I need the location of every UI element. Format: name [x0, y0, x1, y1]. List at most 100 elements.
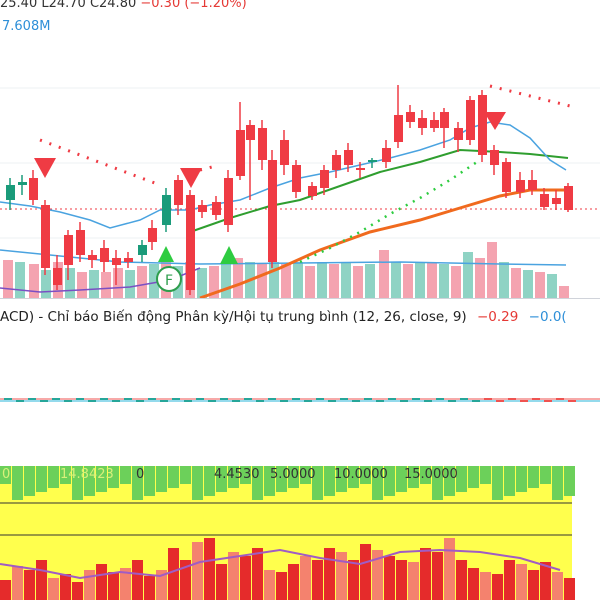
partial-label-2: 14.8423: [60, 467, 114, 482]
macd-bar: [220, 398, 228, 400]
top-bar: [12, 466, 23, 500]
trend-dots-green: [299, 158, 481, 264]
top-bar: [540, 466, 551, 484]
candle: [478, 95, 487, 155]
indicator-bar: [444, 538, 455, 600]
top-bar: [228, 466, 239, 488]
indicator-bar: [132, 560, 143, 600]
macd-bar: [304, 400, 312, 402]
indicator-bar: [516, 564, 527, 600]
macd-bar: [208, 400, 216, 402]
candle: [490, 150, 499, 165]
sell-signal-icon-3: [484, 112, 506, 130]
partial-label-3: 0: [136, 467, 144, 482]
volume-bar: [379, 250, 389, 298]
volume-bar: [15, 262, 25, 298]
indicator-bar: [180, 560, 191, 600]
macd-bar: [112, 400, 120, 402]
macd-bar: [184, 400, 192, 402]
indicator-bar: [540, 562, 551, 600]
macd-bar: [412, 398, 420, 400]
ohlc-values: 25.40 L24.70 C24.80: [0, 0, 137, 11]
indicator-bar: [240, 556, 251, 600]
indicator-bar: [48, 578, 59, 600]
volume-bar: [559, 286, 569, 298]
candle: [308, 186, 317, 196]
indicator-bar: [288, 564, 299, 600]
macd-value-1: −0.29: [476, 309, 519, 325]
top-bar: [372, 466, 383, 500]
candle: [6, 185, 15, 200]
volume-bar: [65, 268, 75, 298]
volume-bar: [391, 262, 401, 298]
candle: [268, 160, 277, 262]
volume-legend: 7.608M: [2, 19, 51, 34]
indicator-bar: [216, 564, 227, 600]
macd-bar: [520, 400, 528, 402]
volume-bar: [293, 262, 303, 298]
macd-bar: [136, 400, 144, 402]
macd-bar: [508, 398, 516, 400]
volume-bar: [221, 264, 231, 298]
top-bar: [444, 466, 455, 496]
macd-bar: [172, 398, 180, 400]
candle: [368, 160, 377, 162]
indicator-bar: [96, 564, 107, 600]
level-label-1: 4.4530: [214, 467, 260, 482]
indicator-bar: [192, 542, 203, 600]
candle: [564, 186, 573, 210]
price-chart[interactable]: F: [0, 40, 600, 298]
volume-bar: [137, 266, 147, 298]
top-bar: [264, 466, 275, 496]
macd-pane[interactable]: [0, 340, 600, 450]
top-bar: [312, 466, 323, 500]
macd-bar: [328, 400, 336, 402]
macd-bar: [400, 400, 408, 402]
top-bar: [180, 466, 191, 484]
macd-bar: [256, 400, 264, 402]
indicator-bar: [492, 574, 503, 600]
volume-bar: [113, 268, 123, 298]
candle: [356, 168, 365, 170]
candle: [212, 202, 221, 215]
indicator-bar: [552, 572, 563, 600]
candle: [41, 205, 50, 268]
indicator-bar: [480, 572, 491, 600]
candle: [332, 155, 341, 170]
macd-bar: [280, 400, 288, 402]
sell-signal-icon-2: [180, 168, 202, 188]
volume-bar: [463, 252, 473, 298]
top-bar: [336, 466, 347, 492]
macd-bar: [4, 398, 12, 400]
indicator-bar: [24, 570, 35, 600]
macd-legend: ACD) - Chỉ báo Biến động Phân kỳ/Hội tụ …: [0, 309, 567, 325]
candle: [53, 268, 62, 285]
candle: [76, 230, 85, 255]
volume-bar: [89, 270, 99, 298]
top-bar: [48, 466, 59, 488]
macd-bar: [340, 398, 348, 400]
volume-bar: [41, 270, 51, 298]
indicator-line: [0, 548, 561, 580]
volume-bar: [535, 272, 545, 298]
macd-bar: [268, 398, 276, 400]
indicator-bar: [384, 556, 395, 600]
indicator-bar: [252, 548, 263, 600]
macd-bar: [28, 398, 36, 400]
candle: [88, 255, 97, 260]
top-bar: [420, 466, 431, 484]
indicator-bar: [312, 560, 323, 600]
macd-bar: [376, 400, 384, 402]
volume-bar: [547, 274, 557, 298]
macd-bar: [88, 400, 96, 402]
top-bar: [324, 466, 335, 496]
macd-bar: [148, 398, 156, 400]
top-bar: [276, 466, 287, 492]
price-change: −0.30 (−1.20%): [140, 0, 247, 11]
bottom-indicator-pane[interactable]: 0 14.8423 0 4.4530 5.0000 10.0000 15.000…: [0, 466, 600, 600]
candle: [112, 258, 121, 265]
volume-bar: [475, 258, 485, 298]
candle: [430, 120, 439, 128]
indicator-bar: [360, 544, 371, 600]
macd-bar: [160, 400, 168, 402]
